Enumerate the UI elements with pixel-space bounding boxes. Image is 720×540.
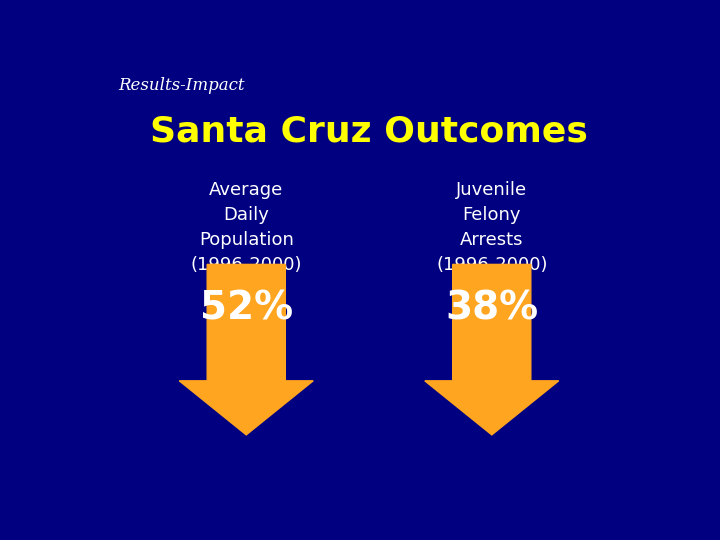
Text: Average
Daily
Population
(1996-2000): Average Daily Population (1996-2000) — [191, 181, 302, 274]
Text: 52%: 52% — [199, 289, 293, 328]
Text: Results-Impact: Results-Impact — [118, 77, 244, 94]
Text: Santa Cruz Outcomes: Santa Cruz Outcomes — [150, 114, 588, 148]
Polygon shape — [179, 265, 313, 435]
Polygon shape — [425, 265, 559, 435]
Text: Juvenile
Felony
Arrests
(1996-2000): Juvenile Felony Arrests (1996-2000) — [436, 181, 547, 274]
Text: 38%: 38% — [445, 289, 539, 328]
